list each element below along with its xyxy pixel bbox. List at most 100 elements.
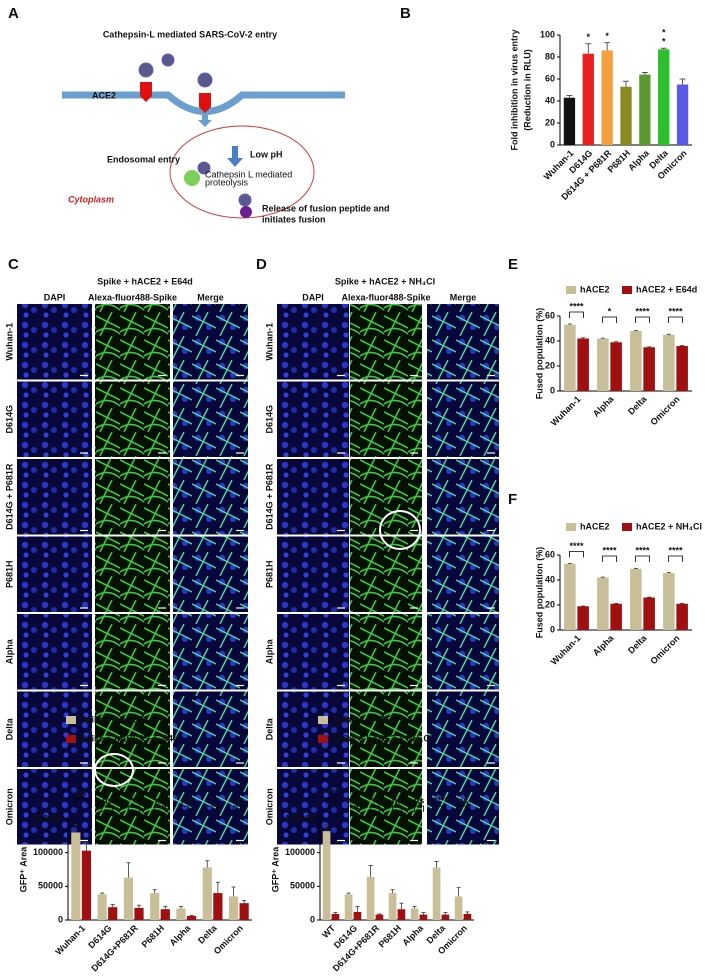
legend-label: Spike + hACE2 + E-64d (80, 733, 179, 743)
legend-label: Spike + hACE2 (80, 714, 144, 724)
x-tick-label: Alpha (591, 632, 616, 657)
significance-bracket (435, 805, 447, 812)
error-bar (660, 47, 667, 50)
error-bar (333, 912, 338, 914)
diagram-title: Cathepsin-L mediated SARS-CoV-2 entry (103, 29, 277, 39)
error-bar (126, 862, 131, 878)
significance-bracket (180, 805, 193, 812)
error-bar (641, 72, 648, 75)
error-bar (680, 345, 685, 346)
significance-bracket (101, 805, 114, 812)
micrograph (350, 459, 422, 535)
significance-mark: ns (392, 795, 403, 805)
micrograph (350, 769, 422, 845)
bar (397, 909, 406, 920)
panel-letter: B (400, 5, 411, 22)
bar (597, 338, 609, 391)
legend-label: hACE2 (580, 521, 610, 531)
micrograph (427, 614, 499, 690)
error-bar (231, 886, 236, 897)
y-axis-label: (Reduction in RLU) (522, 49, 532, 131)
y-tick-label: 20 (545, 599, 555, 609)
x-tick-label: Delta (626, 632, 649, 655)
y-tick-label: 0 (310, 914, 315, 924)
x-tick-label: P681H (140, 923, 167, 950)
diagram-label: Cytoplasm (68, 194, 114, 204)
row-label: D614G + P681R (264, 463, 274, 530)
error-bar (412, 906, 417, 909)
significance-mark: **** (569, 541, 584, 551)
y-tick-label: 60 (545, 310, 555, 320)
bar (353, 911, 362, 920)
diagram-label: Cathepsin L mediated (205, 169, 292, 179)
bar (344, 894, 353, 920)
bar (676, 603, 688, 630)
panel-letter: D (256, 256, 267, 273)
micrograph (427, 691, 499, 767)
error-bar (100, 892, 105, 895)
error-bar (163, 906, 168, 910)
x-tick-label: Alpha (168, 922, 193, 947)
bar (630, 568, 642, 630)
legend-swatch (566, 523, 576, 531)
micrograph (173, 536, 248, 612)
legend-label: hACE2 + E64d (636, 284, 697, 294)
diagram-label: proteolysis (205, 177, 249, 187)
error-bar (377, 913, 382, 915)
micrograph (427, 381, 499, 457)
bar (454, 896, 463, 920)
significance-mark: ns (181, 795, 192, 805)
receptor-label: ACE2 (92, 90, 116, 100)
significance-bracket (635, 555, 650, 562)
significance-mark: ns (458, 795, 469, 805)
micrograph (173, 304, 248, 380)
error-bar (152, 889, 157, 894)
bar (676, 346, 688, 391)
y-tick-label: 20 (545, 360, 555, 370)
diagram-label: initiates fusion (262, 214, 326, 224)
bar (228, 896, 239, 920)
micrograph (173, 459, 248, 535)
legend-swatch (566, 286, 576, 294)
x-tick-label: Wuhan-1 (549, 633, 583, 667)
bar (150, 893, 160, 920)
bar (202, 867, 212, 920)
significance-bracket (668, 555, 683, 562)
error-bar (110, 904, 115, 908)
x-tick-label: Wuhan-1 (53, 923, 87, 957)
error-bar (205, 860, 210, 868)
virus (138, 53, 252, 207)
significance-bracket (75, 797, 88, 805)
error-bar (566, 95, 573, 98)
bar (639, 74, 651, 145)
micrograph (350, 691, 422, 767)
bar (676, 84, 689, 145)
fusion-peptide (240, 206, 252, 218)
legend-swatch (622, 286, 632, 294)
legend-swatch (66, 735, 76, 743)
micrograph (173, 769, 248, 845)
bar (643, 347, 655, 391)
bar (610, 603, 622, 630)
bar (419, 914, 428, 920)
micrograph (350, 304, 422, 380)
bar (577, 338, 589, 391)
significance-bracket (602, 555, 617, 562)
x-tick-label: Omicron (648, 394, 681, 427)
protease (184, 170, 200, 186)
bar (322, 831, 331, 920)
row-label: Wuhan-1 (264, 323, 274, 361)
y-tick-label: 100000 (33, 847, 63, 857)
y-tick-label: 150000 (33, 813, 63, 823)
micrograph (17, 459, 92, 535)
error-bar (215, 881, 220, 894)
error-bar (465, 911, 470, 914)
y-tick-label: 80 (545, 51, 555, 61)
legend-label: Spike + hACE2 + NH₄Cl (332, 733, 432, 743)
y-tick-label: 40 (545, 335, 555, 345)
micrograph (95, 536, 170, 612)
micrograph (277, 459, 349, 535)
micrograph (277, 691, 349, 767)
x-tick-label: Delta (626, 393, 649, 416)
bar (366, 876, 375, 920)
